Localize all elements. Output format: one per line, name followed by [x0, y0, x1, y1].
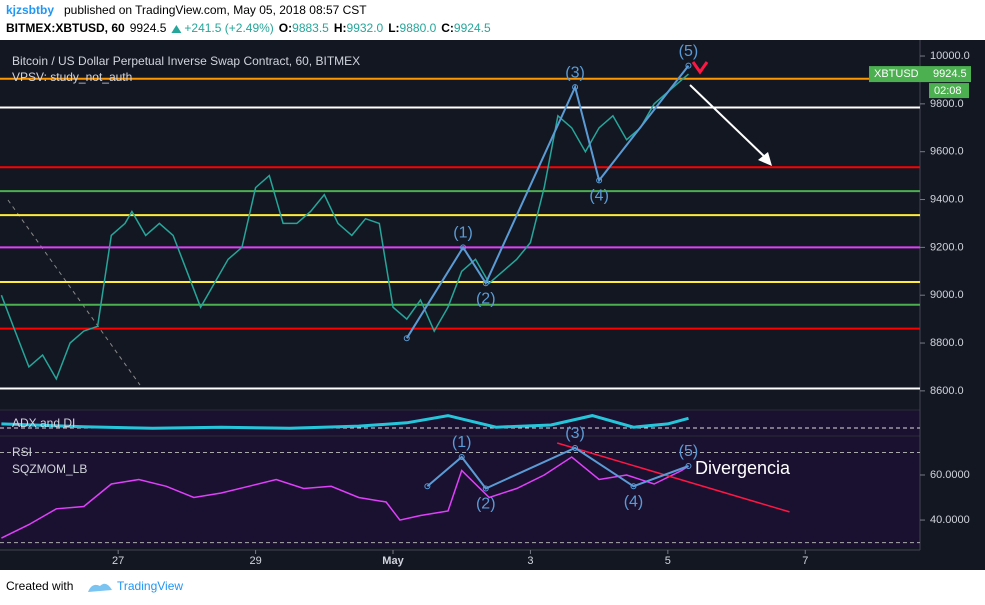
wave-point: [482, 280, 489, 287]
wave-label: (3): [565, 64, 585, 81]
up-arrow: [171, 25, 182, 33]
price-tag: [869, 66, 971, 83]
x-tick-label: 3: [527, 555, 533, 567]
price-tag-label: 9924.5: [933, 68, 967, 80]
y-tick-label: 40.0000: [930, 514, 970, 526]
x-tick-label: 5: [665, 555, 671, 567]
divergence-line: [556, 442, 790, 513]
price-tag-name: XBTUSD: [874, 68, 919, 80]
published: published on TradingView.com, May 05, 20…: [64, 3, 367, 17]
series-line: [0, 73, 689, 381]
wave-label: (5): [679, 443, 699, 460]
footer-created: Created with: [6, 579, 73, 593]
y-tick-label: 9400.0: [930, 193, 964, 205]
indicator-background: [0, 410, 920, 548]
wave-point: [460, 244, 467, 251]
ohlc-key: H:: [334, 21, 347, 35]
trend-line: [7, 199, 141, 386]
wave-label: (1): [452, 434, 472, 451]
symbol-name: BITMEX:XBTUSD, 60: [6, 21, 125, 35]
wave-point: [572, 84, 579, 91]
x-tick-label: 27: [112, 555, 124, 567]
ohlc-key: C:: [441, 21, 454, 35]
x-tick-label: May: [382, 555, 404, 567]
ohlc-key: O:: [279, 21, 292, 35]
y-tick-label: 9600.0: [930, 146, 964, 158]
annotation: Divergencia: [695, 458, 791, 478]
ohlc-value: 9932.0: [347, 21, 384, 35]
wave-label: (5): [679, 43, 699, 60]
x-tick-label: 7: [802, 555, 808, 567]
pane-subtitle: VPSV: study_not_auth: [12, 70, 132, 84]
wave-line: [426, 446, 689, 490]
indicator-line: [1, 414, 689, 430]
pane-subtitle: SQZMOM_LB: [12, 462, 87, 476]
footer-brand[interactable]: TradingView: [117, 579, 183, 593]
y-tick-label: 9000.0: [930, 289, 964, 301]
x-tick-label: 29: [249, 555, 261, 567]
y-tick-label: 9800.0: [930, 98, 964, 110]
wave-point: [403, 335, 410, 342]
logo: [88, 583, 112, 592]
arrow: [689, 84, 769, 161]
wave-line: [405, 64, 690, 339]
wave-point: [630, 483, 637, 490]
timer-tag: [929, 83, 969, 99]
change: +241.5 (+2.49%): [184, 21, 273, 35]
wave-label: (4): [624, 493, 644, 510]
wave-label: (2): [476, 496, 496, 513]
y-tick-label: 8600.0: [930, 385, 964, 397]
pane-title: Bitcoin / US Dollar Perpetual Inverse Sw…: [12, 54, 360, 68]
wave-label: (3): [565, 425, 585, 442]
arrow-red: [691, 61, 709, 75]
last-price: 9924.5: [130, 21, 167, 35]
ohlc-value: 9880.0: [400, 21, 437, 35]
y-tick-label: 8800.0: [930, 337, 964, 349]
wave-point: [482, 485, 489, 492]
pane-title: ADX and DI: [12, 416, 75, 430]
wave-point: [685, 462, 692, 469]
wave-label: (1): [453, 225, 473, 242]
wave-point: [458, 453, 465, 460]
timer: 02:08: [934, 85, 962, 97]
wave-label: (4): [589, 188, 609, 205]
ohlc-key: L:: [388, 21, 399, 35]
arrow-head: [758, 152, 772, 166]
symbol-line: BITMEX:XBTUSD, 60 9924.5 +241.5 (+2.49%) O:…: [6, 21, 491, 35]
user[interactable]: kjzsbtby: [6, 3, 54, 17]
wave-point: [572, 444, 579, 451]
wave-point: [424, 483, 431, 490]
ohlc-value: 9924.5: [454, 21, 491, 35]
y-tick-label: 9200.0: [930, 241, 964, 253]
y-tick-label: 10000.0: [930, 50, 970, 62]
ohlc-value: 9883.5: [292, 21, 329, 35]
wave-point: [685, 62, 692, 69]
series-line: [1, 456, 689, 539]
y-tick-label: 60.0000: [930, 469, 970, 481]
wave-label: (2): [476, 290, 496, 307]
wave-point: [596, 177, 603, 184]
pane-title: RSI: [12, 445, 32, 459]
